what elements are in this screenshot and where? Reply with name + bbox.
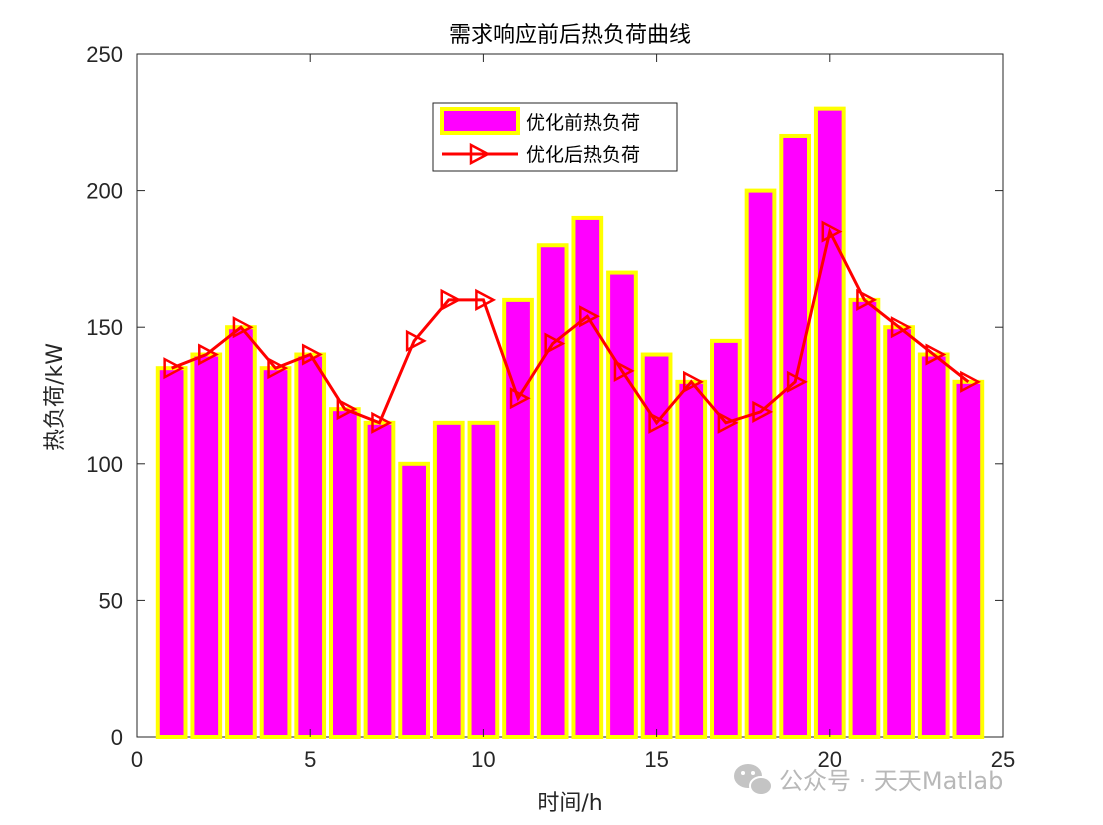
line-point-8: [405, 329, 427, 352]
bar-9: [432, 420, 465, 739]
bar-2: [190, 352, 223, 739]
y-tick-label: 50: [99, 588, 123, 613]
line-point-6: [336, 398, 358, 421]
x-tick-label: 15: [644, 747, 668, 772]
x-axis-label: 时间/h: [537, 791, 602, 816]
y-tick-label: 0: [111, 725, 123, 750]
watermark-text: 公众号 · 天天Matlab: [779, 767, 1003, 795]
line-point-9: [440, 288, 462, 311]
x-tick-label: 20: [818, 747, 842, 772]
chart-title: 需求响应前后热负荷曲线: [449, 23, 691, 48]
bar-8: [398, 461, 430, 739]
x-tick-label: 10: [471, 747, 495, 772]
bar-21: [848, 297, 881, 739]
bar-7: [363, 420, 396, 739]
line-point-24: [960, 370, 982, 393]
line-point-14: [613, 359, 635, 382]
line-point-18: [752, 400, 774, 423]
line-point-19: [786, 370, 808, 393]
line-point-23: [925, 343, 947, 366]
y-axis-label: 热负荷/kW: [43, 343, 68, 451]
bar-3: [225, 325, 257, 739]
line-point-7: [371, 411, 393, 434]
y-tick-label: 100: [86, 452, 123, 477]
line-point-16: [682, 370, 704, 393]
bar-1: [155, 366, 188, 739]
line-point-12: [544, 332, 566, 355]
x-tick-label: 5: [304, 747, 316, 772]
bar-22: [883, 325, 915, 739]
bar-19: [779, 133, 812, 739]
legend: 优化前热负荷 优化后热负荷: [432, 102, 678, 172]
line-point-11: [509, 387, 531, 410]
x-tick-label: 25: [991, 747, 1015, 772]
line-point-20: [821, 220, 843, 243]
line-point-22: [890, 316, 912, 339]
line-point-1: [163, 357, 185, 380]
bar-5: [294, 352, 327, 739]
legend-bar-label: 优化前热负荷: [526, 112, 640, 134]
line-point-4: [267, 357, 289, 380]
bar-14: [606, 270, 638, 739]
line-point-2: [198, 343, 219, 366]
bar-23: [917, 352, 950, 739]
legend-line-label: 优化后热负荷: [526, 144, 640, 166]
watermark: 公众号 · 天天Matlab: [734, 764, 1003, 796]
bar-11: [502, 297, 534, 739]
bar-17: [710, 338, 742, 739]
bar-24: [952, 379, 985, 739]
line-point-5: [301, 343, 323, 366]
bar-16: [675, 379, 708, 739]
line-point-10: [475, 288, 497, 311]
line-point-21: [856, 288, 878, 311]
wechat-icon: [734, 764, 773, 796]
bar-4: [259, 366, 292, 739]
line-series: [163, 220, 982, 434]
y-tick-label: 250: [86, 42, 123, 67]
bar-20: [813, 106, 846, 739]
bar-6: [328, 407, 361, 739]
x-tick-label: 0: [131, 747, 143, 772]
line-point-17: [717, 411, 739, 434]
bar-13: [571, 215, 604, 740]
bar-18: [744, 188, 777, 740]
bar-10: [467, 420, 500, 739]
bar-12: [536, 243, 569, 740]
y-tick-label: 150: [86, 315, 123, 340]
line-point-13: [579, 305, 600, 328]
legend-line-marker: [469, 142, 491, 166]
legend-bar-swatch: [440, 107, 520, 135]
y-tick-label: 200: [86, 179, 123, 204]
line-point-3: [232, 316, 254, 339]
line-point-15: [648, 411, 670, 434]
